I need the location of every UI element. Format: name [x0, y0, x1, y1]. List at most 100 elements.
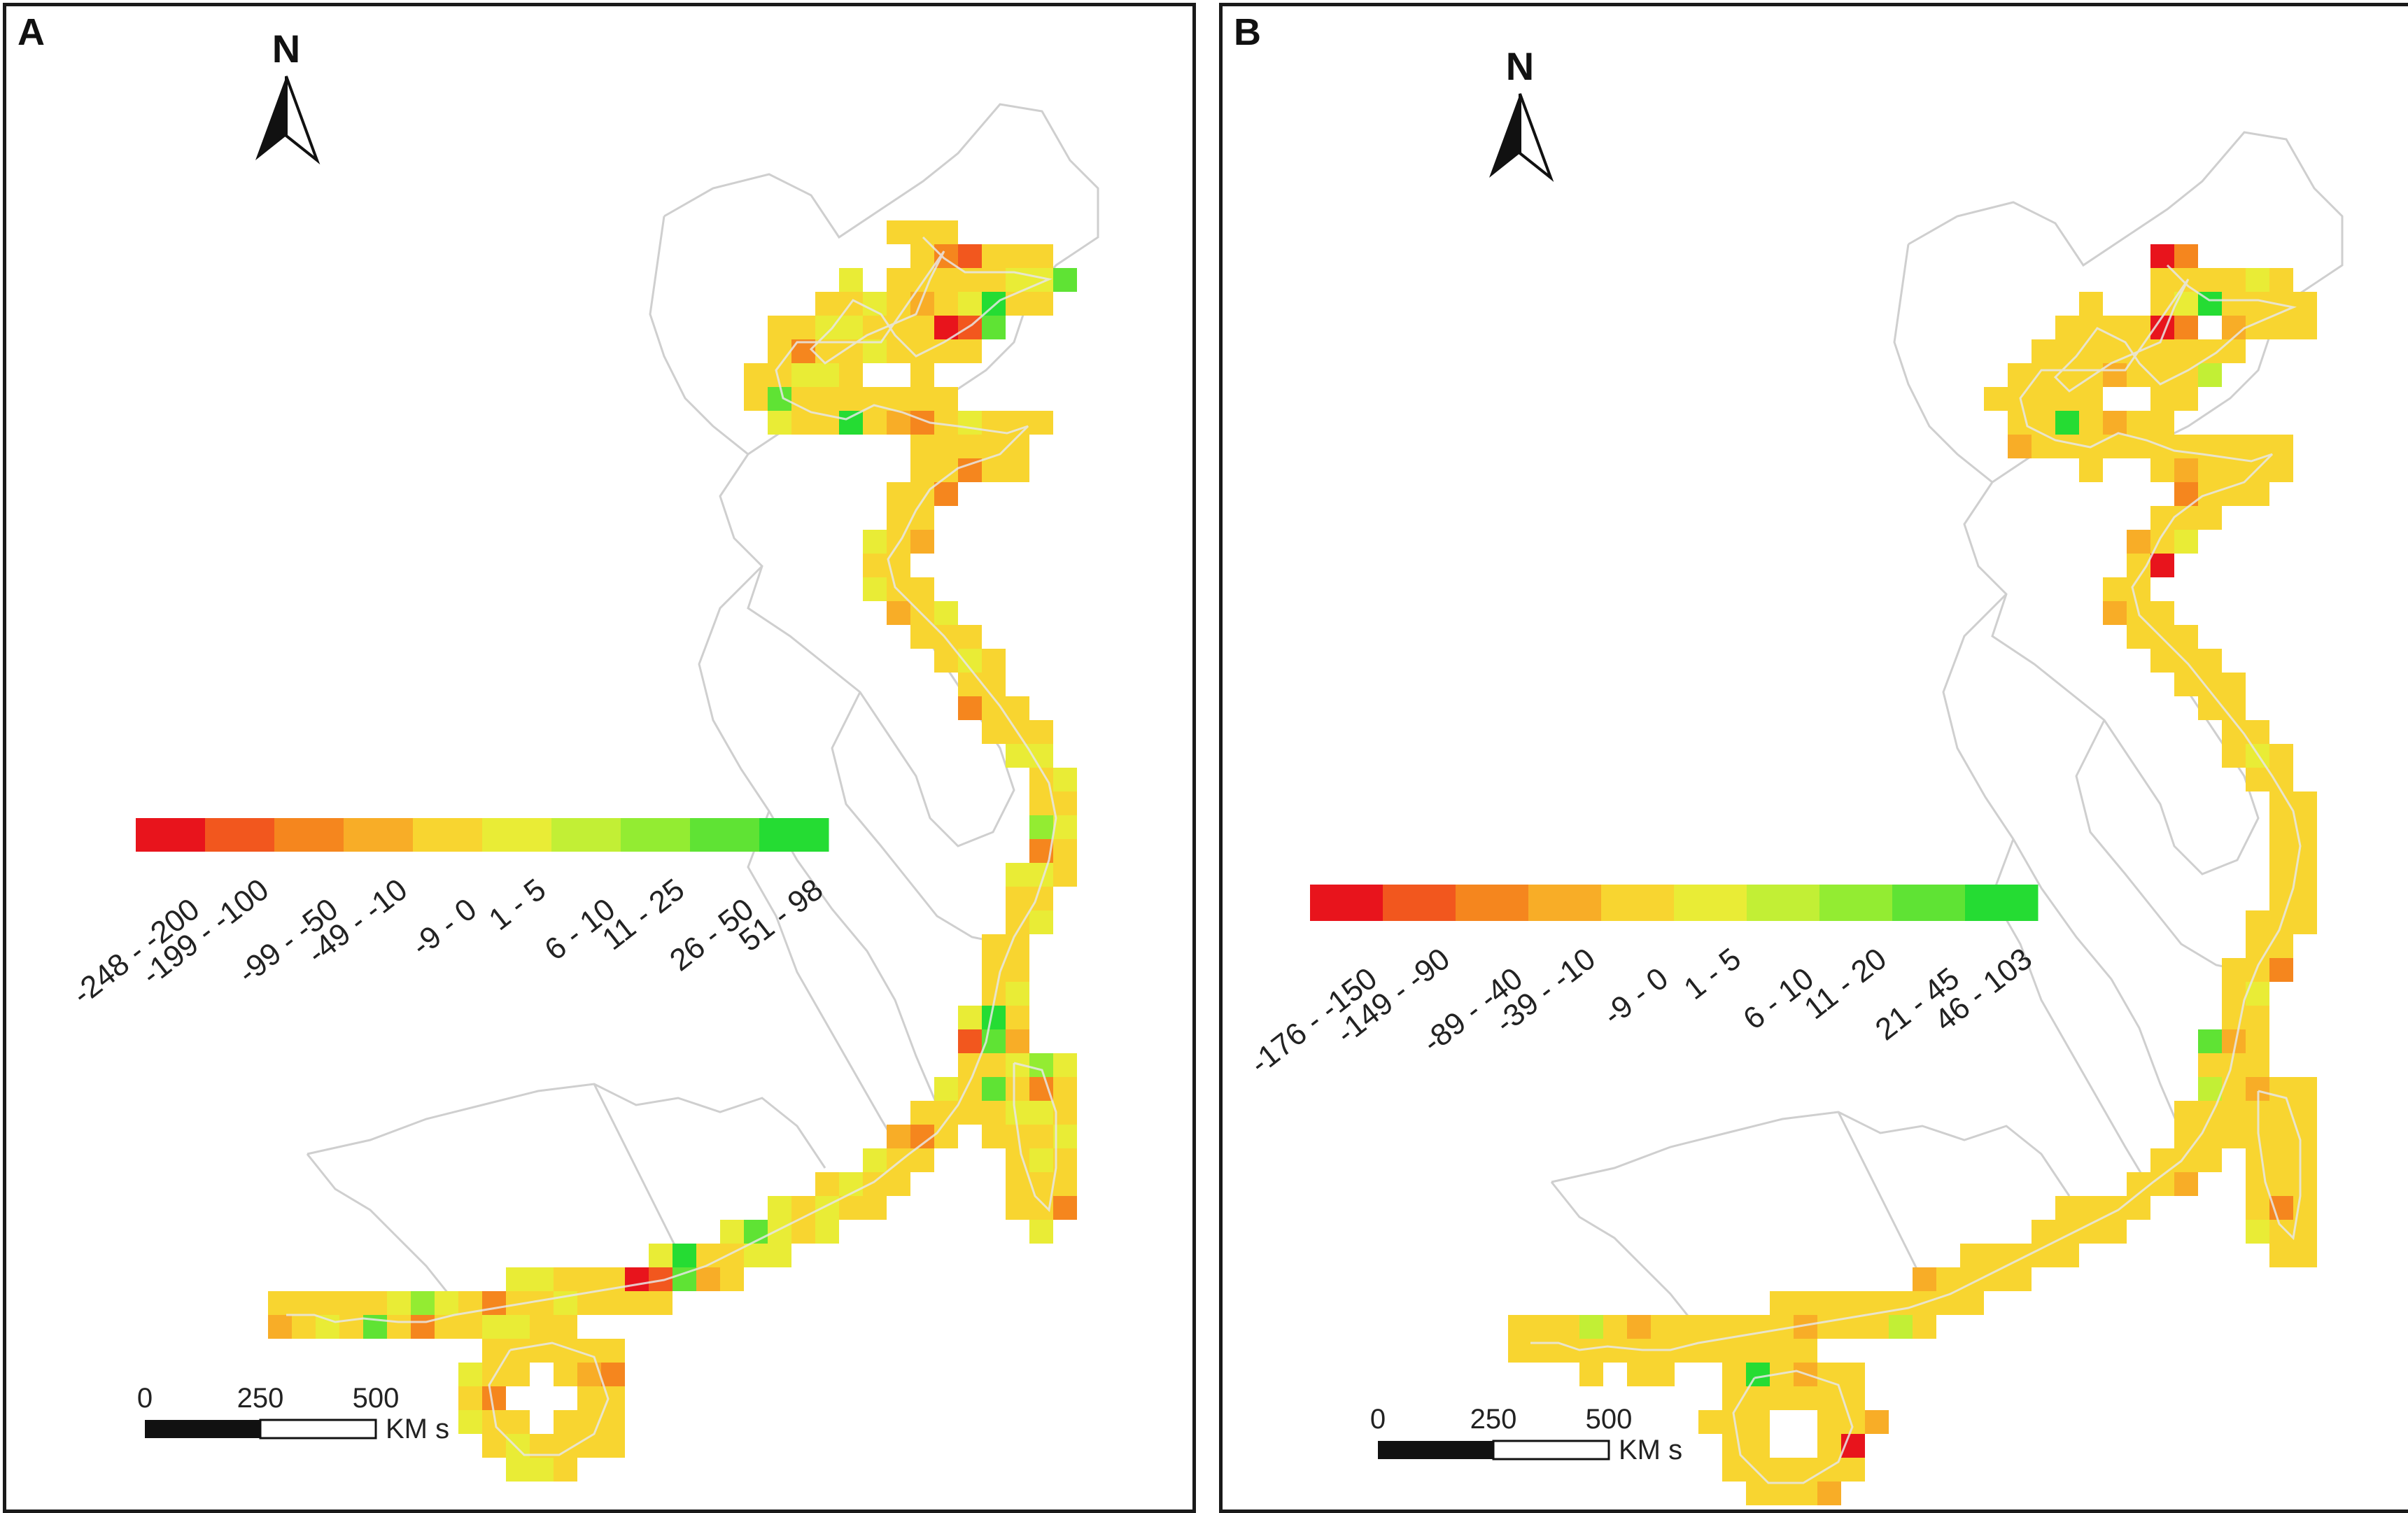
grid-cell [1006, 863, 1029, 887]
grid-cell [601, 1434, 625, 1458]
grid-cell [791, 1196, 815, 1220]
grid-cell [482, 1291, 506, 1315]
grid-cell [982, 958, 1006, 982]
grid-cell [2222, 958, 2246, 982]
grid-cell [2079, 387, 2103, 411]
legend-swatch [1965, 885, 2039, 921]
coastline [286, 236, 1057, 1323]
grid-cell [1006, 958, 1029, 982]
grid-cell [387, 1315, 411, 1339]
grid-cell [2198, 696, 2222, 720]
scale-tick-label: 0 [137, 1383, 153, 1414]
grid-cell [2269, 268, 2293, 292]
grid-cell [1006, 411, 1029, 435]
grid-cell [2150, 554, 2174, 577]
grid-cell [2055, 1244, 2079, 1267]
grid-cell [1053, 791, 1077, 815]
grid-cell [887, 387, 910, 411]
grid-cell [1746, 1339, 1770, 1363]
grid-cell [910, 506, 934, 530]
grid-cell [815, 339, 839, 363]
map-canvas-a: N -248 - -200-199 - -100-99 - -50-49 - -1… [66, 27, 1099, 1482]
grid-cell [1029, 910, 1053, 934]
grid-cell [1722, 1363, 1746, 1386]
grid-cell [1053, 768, 1077, 791]
grid-cell [2103, 411, 2127, 435]
grid-cell [2246, 1006, 2269, 1029]
grid-cell [887, 482, 910, 506]
grid-cell [887, 339, 910, 363]
grid-cell [2055, 363, 2079, 387]
grid-cell [506, 1434, 530, 1458]
grid-cell [1053, 839, 1077, 863]
grid-cell [2174, 387, 2198, 411]
grid-cell [2198, 1148, 2222, 1172]
grid-cell [1817, 1410, 1841, 1434]
grid-cell [910, 244, 934, 268]
grid-cell [2222, 435, 2246, 458]
grid-cell [2103, 1220, 2127, 1244]
grid-cell [1006, 1172, 1029, 1196]
grid-cell [863, 1148, 887, 1172]
grid-cell [2127, 316, 2150, 339]
grid-cell [910, 387, 934, 411]
grid-cell [982, 1053, 1006, 1077]
grid-cell [2055, 411, 2079, 435]
grid-cell [910, 220, 934, 244]
grid-cell [2174, 268, 2198, 292]
grid-cell [2246, 934, 2269, 958]
grid-cell [1053, 268, 1077, 292]
grid-cell [1006, 744, 1029, 768]
grid-cell [863, 554, 887, 577]
grid-cell [577, 1410, 601, 1434]
grid-cell [1889, 1315, 1913, 1339]
grid-cell [577, 1291, 601, 1315]
grid-cell [2079, 339, 2103, 363]
grid-cell [458, 1386, 482, 1410]
grid-cell [1651, 1363, 1675, 1386]
grid-cell [2269, 1125, 2293, 1148]
grid-cell [1960, 1244, 1984, 1267]
grid-cell [601, 1363, 625, 1386]
legend-swatch [551, 818, 621, 852]
legend-swatch [1819, 885, 1893, 921]
grid-cell [435, 1291, 458, 1315]
grid-cell [1794, 1291, 1817, 1315]
grid-cell [2269, 934, 2293, 958]
scale-tick-label: 500 [1586, 1404, 1633, 1435]
grid-cell [1841, 1291, 1865, 1315]
grid-cell [982, 649, 1006, 673]
grid-cell [1532, 1315, 1556, 1339]
legend-swatch [690, 818, 760, 852]
grid-cell [2198, 649, 2222, 673]
grid-cell [910, 339, 934, 363]
grid-cell [2293, 839, 2317, 863]
grid-cell [339, 1291, 363, 1315]
grid-cell [411, 1315, 435, 1339]
grid-cell [1556, 1315, 1579, 1339]
grid-cell [2174, 1101, 2198, 1125]
grid-cell [2174, 292, 2198, 316]
grid-cell [1913, 1315, 1936, 1339]
boundary-line [1942, 593, 2183, 1134]
grid-cell [839, 316, 863, 339]
grid-cell [839, 268, 863, 292]
grid-cell [2174, 506, 2198, 530]
grid-cell [2150, 649, 2174, 673]
grid-cell [1006, 1006, 1029, 1029]
grid-cell [2246, 958, 2269, 982]
grid-cell [530, 1458, 554, 1482]
grid-cell [2269, 744, 2293, 768]
grid-cell [1770, 1482, 1794, 1505]
grid-cell [2127, 1172, 2150, 1196]
grid-cell [791, 363, 815, 387]
grid-cell [2055, 387, 2079, 411]
scale-bar-white [1492, 1440, 1610, 1461]
grid-cell [482, 1339, 506, 1363]
legend-swatch [274, 818, 344, 852]
grid-cell [2222, 458, 2246, 482]
grid-cell [2222, 1125, 2246, 1148]
grid-cell [2293, 292, 2317, 316]
